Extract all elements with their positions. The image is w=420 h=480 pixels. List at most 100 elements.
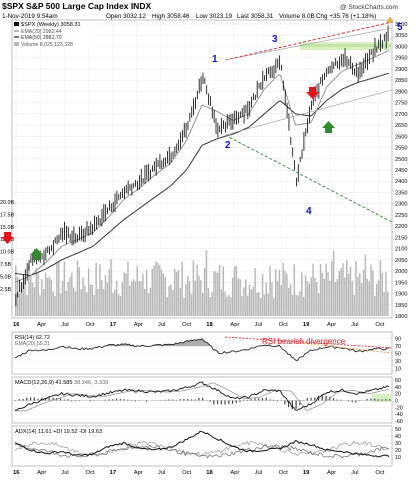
- volume-bar: [35, 268, 38, 316]
- panel-tick-label: 70: [395, 344, 401, 350]
- volume-bar: [250, 289, 253, 316]
- volume-bar: [282, 262, 284, 316]
- price-tick-label: 1800: [395, 314, 407, 320]
- header-volume: Volume 8.0B: [279, 13, 315, 20]
- header-last: Last 3058.31: [237, 13, 274, 20]
- volume-bar: [142, 273, 144, 316]
- volume-bar: [202, 293, 204, 316]
- volume-bar: [158, 265, 161, 316]
- volume-bar: [235, 265, 238, 316]
- volume-bar: [274, 269, 277, 316]
- last-price-marker-icon: [386, 16, 394, 23]
- macd-histogram-bar: [310, 397, 312, 401]
- price-tick-label: 2950: [395, 56, 407, 62]
- macd-histogram-bar: [228, 400, 230, 404]
- volume-bar: [362, 269, 365, 316]
- x-tick-label: Apr: [230, 322, 239, 328]
- volume-bar: [157, 262, 159, 316]
- macd-histogram-bar: [67, 399, 69, 401]
- volume-bar: [329, 280, 331, 316]
- volume-bar: [301, 272, 303, 316]
- volume-bar: [115, 280, 118, 316]
- volume-bar: [15, 265, 17, 316]
- volume-bar: [228, 294, 230, 316]
- macd-histogram-bar: [108, 399, 110, 401]
- volume-bar: [119, 296, 122, 316]
- price-tick-label: 2600: [395, 134, 407, 140]
- volume-bar: [54, 296, 56, 316]
- panel-tick-label: 40: [395, 434, 401, 440]
- adx-plus-di-line: [14, 440, 390, 457]
- macd-histogram-bar: [202, 397, 204, 401]
- macd-histogram-bar: [198, 397, 200, 401]
- volume-bar: [39, 295, 41, 316]
- price-tick-label: 2200: [395, 224, 407, 230]
- volume-bar: [374, 296, 376, 316]
- volume-bar: [95, 262, 97, 316]
- volume-bar: [370, 264, 372, 316]
- macd-histogram-bar: [216, 400, 219, 405]
- panel-tick-label: 20: [395, 448, 401, 454]
- volume-bar: [334, 282, 337, 316]
- price-tick-label: 2850: [395, 78, 407, 84]
- volume-bar: [297, 295, 299, 316]
- volume-bar: [173, 269, 176, 316]
- highlight-band: [300, 44, 392, 47]
- volume-bar: [145, 269, 148, 316]
- volume-bar: [241, 296, 243, 316]
- x-tick-label-bottom: Jul: [255, 470, 262, 476]
- macd-histogram-bar: [261, 397, 264, 401]
- macd-histogram-bar: [119, 398, 121, 401]
- volume-tick-label: 17.5B: [0, 212, 14, 218]
- rsi-legend-box: [13, 333, 73, 345]
- panel-tick-label: 60: [395, 378, 401, 384]
- volume-bar: [179, 287, 182, 316]
- macd-histogram-bar: [74, 400, 77, 402]
- rsi-label: RSI(14) 62.72: [15, 335, 50, 341]
- volume-bar: [299, 290, 301, 316]
- volume-tick-label: 15.0B: [0, 225, 14, 231]
- macd-histogram-bar: [22, 398, 24, 401]
- volume-bar: [230, 297, 232, 316]
- macd-histogram-bar: [44, 397, 47, 401]
- macd-histogram-bar: [317, 395, 320, 401]
- x-tick-label-bottom: 17: [110, 470, 116, 476]
- volume-bar: [185, 284, 187, 316]
- macd-histogram-bar: [389, 399, 391, 401]
- x-tick-label: Apr: [37, 322, 46, 328]
- macd-histogram-bar: [235, 400, 237, 404]
- volume-bar: [110, 259, 112, 316]
- volume-bar: [93, 294, 96, 316]
- x-tick-label-bottom: Oct: [182, 470, 191, 476]
- x-tick-label-bottom: Apr: [327, 470, 336, 476]
- panel-tick-label: 50: [395, 427, 401, 433]
- volume-bar: [381, 272, 383, 316]
- volume-bar: [327, 272, 329, 316]
- volume-bar: [331, 261, 333, 316]
- x-tick-label: Jul: [351, 322, 358, 328]
- price-tick-label: 1850: [395, 303, 407, 309]
- volume-bar: [317, 293, 320, 316]
- volume-bar: [155, 261, 157, 316]
- macd-histogram-bar: [63, 399, 65, 401]
- price-panel: [11, 19, 393, 319]
- legend-volume: Volume 8,025,123,328: [21, 42, 73, 48]
- x-tick-label: 17: [110, 322, 116, 328]
- volume-bar: [349, 266, 352, 316]
- volume-bar: [310, 277, 312, 316]
- volume-bar: [226, 296, 228, 316]
- macd-histogram-bar: [168, 399, 170, 401]
- volume-bar: [209, 297, 211, 316]
- x-tick-label-bottom: Jul: [351, 470, 358, 476]
- volume-bar: [263, 294, 266, 316]
- price-tick-label: 1950: [395, 280, 407, 286]
- price-tick-label: 2500: [395, 157, 407, 163]
- volume-bar: [308, 283, 311, 316]
- macd-histogram-bar: [381, 399, 383, 401]
- macd-histogram-bar: [33, 397, 35, 401]
- macd-histogram-bar: [276, 400, 278, 402]
- volume-bar: [18, 293, 21, 316]
- adx-line: [14, 430, 390, 458]
- macd-histogram-bar: [231, 400, 234, 404]
